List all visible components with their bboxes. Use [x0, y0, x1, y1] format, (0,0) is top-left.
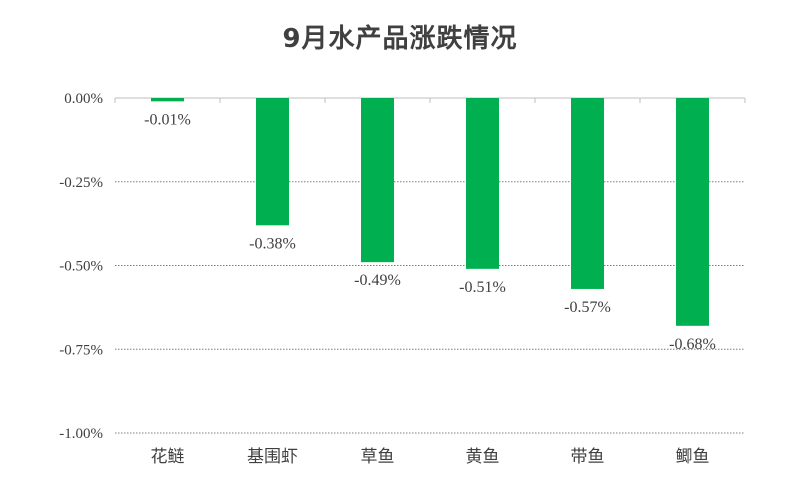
x-tick-label: 黄鱼: [466, 447, 500, 467]
data-label: -0.68%: [669, 336, 716, 353]
x-tick-label: 基围虾: [247, 447, 298, 467]
bar: [361, 98, 394, 263]
data-label: -0.01%: [144, 111, 191, 128]
x-tick-label: 草鱼: [361, 447, 395, 467]
data-label: -0.38%: [249, 235, 296, 252]
bar: [151, 98, 184, 102]
y-tick-label: 0.00%: [64, 91, 103, 107]
bar: [466, 98, 499, 269]
data-label: -0.49%: [354, 272, 401, 289]
y-tick-label: -0.25%: [59, 175, 103, 191]
bar: [256, 98, 289, 226]
x-tick-label: 鲫鱼: [676, 447, 710, 467]
y-tick-label: -0.75%: [59, 342, 103, 358]
data-label: -0.51%: [459, 279, 506, 296]
x-tick-label: 带鱼: [571, 447, 605, 467]
data-label: -0.57%: [564, 299, 611, 316]
y-tick-label: -0.50%: [59, 259, 103, 275]
bar: [676, 98, 709, 326]
chart-title: 9月水产品涨跌情况: [282, 24, 518, 54]
y-tick-label: -1.00%: [59, 426, 103, 442]
bar: [571, 98, 604, 289]
x-tick-label: 花鲢: [151, 447, 185, 467]
